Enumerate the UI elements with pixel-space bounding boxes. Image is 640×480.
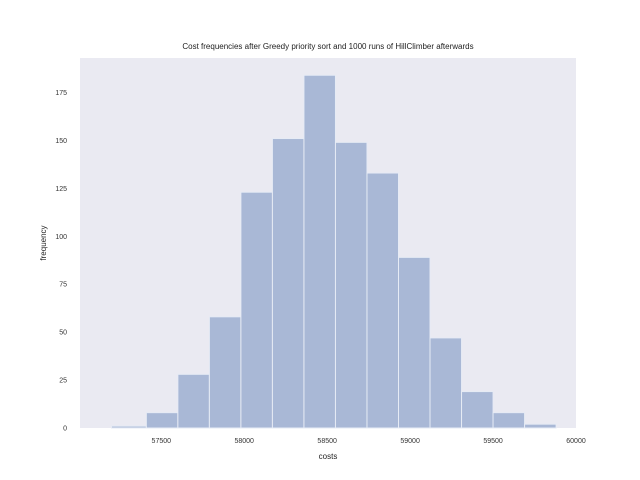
y-axis-ticks: 0 25 50 75 100 125 150 175	[55, 90, 67, 432]
chart-title: Cost frequencies after Greedy priority s…	[182, 42, 473, 51]
histogram-bar	[524, 423, 557, 429]
histogram-bar	[240, 191, 273, 429]
x-tick-label: 57500	[152, 438, 172, 445]
histogram-bar	[398, 256, 431, 429]
histogram-bar	[111, 425, 147, 429]
y-tick-label: 25	[59, 378, 67, 385]
y-tick-label: 100	[55, 234, 67, 241]
bars-group	[111, 74, 557, 429]
y-tick-label: 50	[59, 330, 67, 337]
histogram-bar	[177, 373, 210, 429]
histogram-bar	[461, 391, 494, 429]
x-axis-label: costs	[319, 452, 338, 461]
x-tick-label: 59000	[400, 438, 420, 445]
x-axis-ticks: 57500 58000 58500 59000 59500 60000	[152, 438, 586, 445]
y-tick-label: 125	[55, 186, 67, 193]
histogram-bar	[271, 138, 305, 429]
histogram-bar	[429, 337, 463, 429]
histogram-bar	[492, 412, 526, 429]
histogram-bar	[366, 172, 400, 429]
x-tick-label: 58000	[234, 438, 254, 445]
histogram-bar	[303, 74, 336, 429]
x-tick-label: 58500	[317, 438, 337, 445]
y-tick-label: 75	[59, 282, 67, 289]
histogram-bar	[208, 316, 242, 429]
x-tick-label: 60000	[566, 438, 586, 445]
histogram-bar	[145, 412, 179, 429]
histogram-bar	[334, 141, 368, 429]
x-tick-label: 59500	[483, 438, 503, 445]
y-axis-label: frequency	[39, 225, 48, 260]
y-tick-label: 175	[55, 90, 67, 97]
y-tick-label: 150	[55, 138, 67, 145]
y-tick-label: 0	[63, 426, 67, 433]
